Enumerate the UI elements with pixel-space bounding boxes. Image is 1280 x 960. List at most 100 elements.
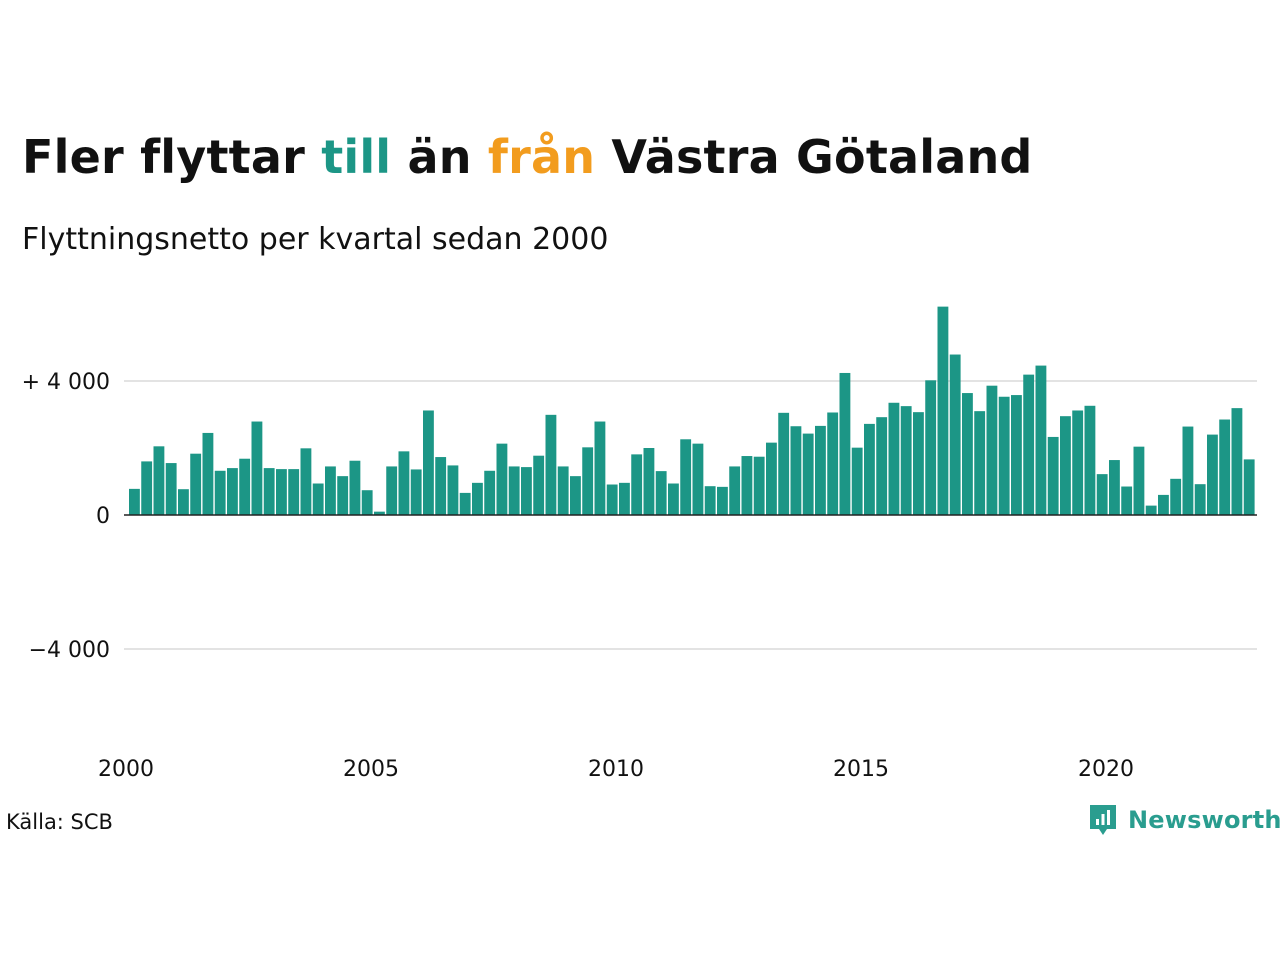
bar [129,488,140,515]
bar [1109,460,1120,515]
title-part-1: Fler flyttar [22,130,322,184]
bar [1096,474,1108,515]
bar [888,402,900,515]
bar [251,421,263,515]
bar [594,421,606,515]
bars [129,306,1255,516]
bar [692,443,704,515]
bar [741,456,753,515]
title-part-3: Västra Götaland [595,130,1033,184]
bar [778,412,790,515]
bar [521,467,532,515]
bar [1072,410,1084,515]
bar [643,448,655,515]
bar [1170,478,1182,515]
bar [165,463,177,515]
x-tick-label: 2015 [833,757,889,782]
x-tick-label: 2020 [1078,757,1134,782]
bar [937,306,949,515]
bar [570,476,581,515]
bar [386,466,398,515]
bar [1145,505,1157,515]
bar [1060,416,1071,515]
bar [925,380,937,515]
source-note: Källa: SCB [6,810,113,834]
y-tick-label: −4 000 [29,638,110,663]
bar [190,453,202,515]
bar [178,489,189,515]
bar [582,447,594,515]
bar [606,484,618,515]
bar [263,468,275,515]
title-part-2: än [391,130,488,184]
bar [619,482,630,515]
bar [668,483,679,515]
x-tick-label: 2010 [588,757,644,782]
bar [1133,446,1145,515]
bar [398,451,410,515]
bar [459,492,471,515]
bar [998,396,1010,515]
bar [729,466,741,515]
bar [802,433,814,515]
bar [496,443,508,515]
bar [680,439,692,515]
bar [827,412,839,515]
bar [949,354,961,515]
bar [374,511,385,515]
bar [986,385,998,515]
title-highlight-till: till [321,130,392,184]
bar [1194,484,1206,515]
bar [349,460,361,515]
bar [876,417,888,515]
x-tick-label: 2000 [98,757,154,782]
x-axis-labels: 2000 2005 2010 2015 2020 [98,757,1134,782]
bar [1011,395,1022,515]
bar [1023,374,1035,515]
bar [484,470,496,515]
gridlines [124,380,1257,650]
bar [435,457,447,515]
bar [704,486,716,515]
bar [974,411,986,515]
newsworthy-logo-icon [1090,805,1116,835]
bar [790,426,802,515]
chart-subtitle: Flyttningsnetto per kvartal sedan 2000 [22,222,609,257]
bar [1158,494,1169,515]
bar [276,469,287,515]
bar [962,393,973,515]
bar [361,490,373,515]
bar [1084,405,1096,515]
bar [423,410,434,515]
bar [1231,408,1243,515]
bar [312,483,324,515]
bar [900,406,912,516]
bar [239,458,251,515]
logo-text: Newsworthy [1128,806,1280,834]
bar [1219,419,1231,515]
bar [447,465,459,515]
bar [214,470,226,515]
bar [864,423,875,515]
bar [508,466,520,515]
bar [337,476,349,515]
bar [1207,434,1218,515]
chart-title: Fler flyttar till än från Västra Götalan… [22,130,1033,184]
bar [472,482,483,515]
bar [655,471,667,515]
bar [815,425,826,515]
bar [766,442,777,515]
bar [545,414,557,515]
bar [851,447,863,515]
bar [913,412,924,515]
bar [141,461,153,515]
bar [1035,365,1047,515]
bar [839,372,851,515]
bar [153,446,165,515]
bar [202,432,214,515]
y-axis-labels: + 4 000 0 −4 000 [22,370,110,663]
bar [227,468,238,515]
y-tick-label: + 4 000 [22,370,110,395]
bar [753,456,765,515]
bar [557,466,569,515]
